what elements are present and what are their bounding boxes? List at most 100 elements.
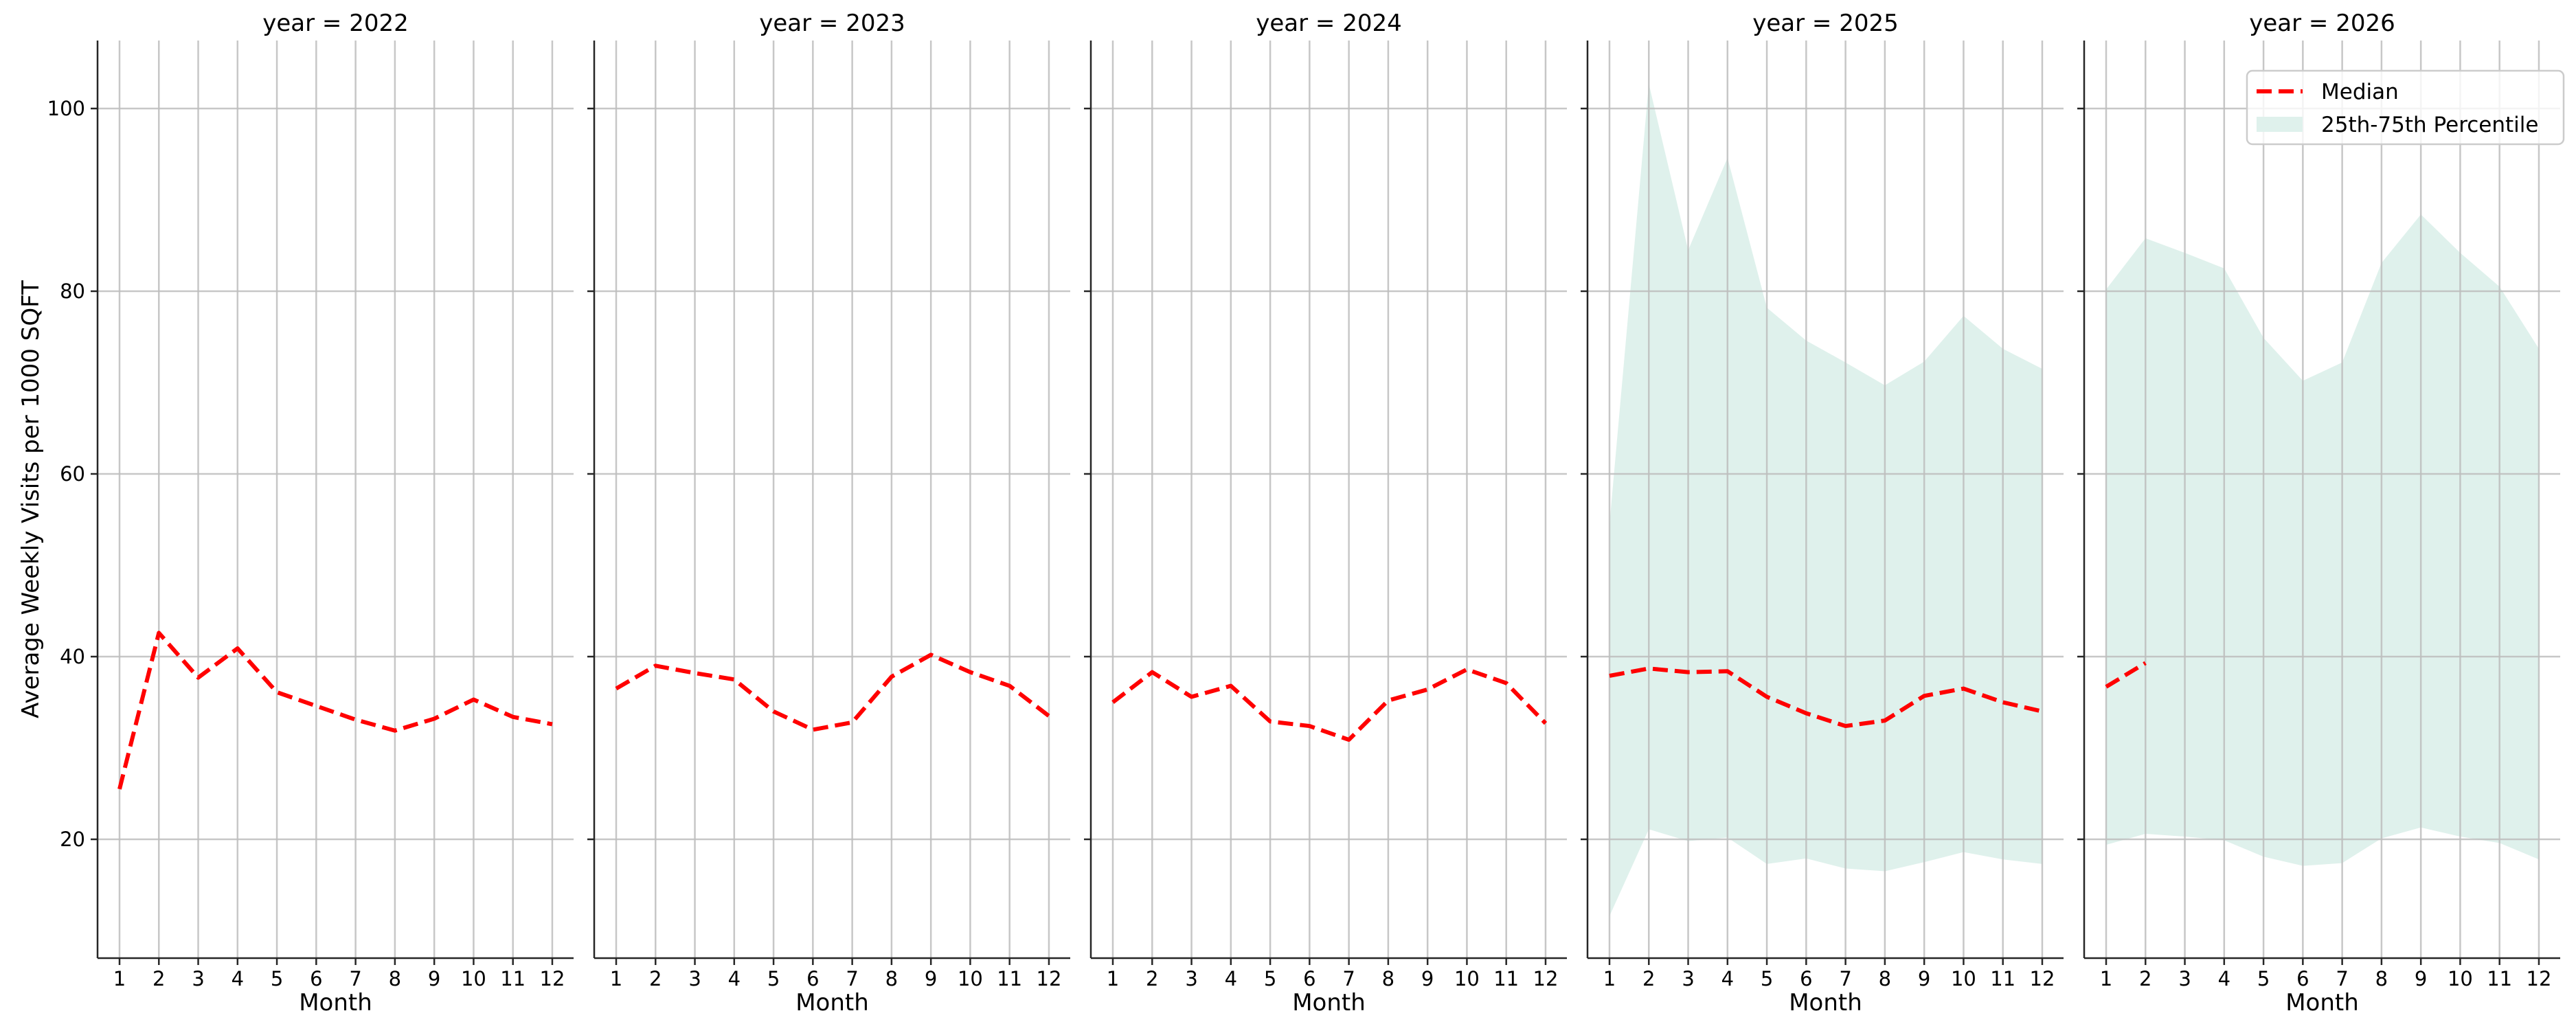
median-line	[2105, 661, 2147, 689]
legend-label: Median	[2321, 80, 2399, 104]
x-tick-label: 4	[2218, 967, 2230, 990]
x-tick-label: 8	[885, 967, 898, 990]
legend-item: 25th-75th Percentile	[2257, 113, 2538, 137]
x-tick-label: 1	[113, 967, 126, 990]
x-tick-label: 5	[767, 967, 780, 990]
x-tick-label: 9	[1918, 967, 1930, 990]
x-axis-label: Month	[795, 989, 869, 1017]
x-tick-label: 9	[925, 967, 937, 990]
x-tick-label: 11	[997, 967, 1022, 990]
legend-box	[2246, 69, 2565, 146]
x-tick-label: 4	[231, 967, 244, 990]
x-tick-label: 6	[310, 967, 322, 990]
y-axis-label: Average Weekly Visits per 1000 SQFT	[17, 280, 45, 718]
x-tick-label: 5	[1761, 967, 1773, 990]
x-tick-label: 6	[806, 967, 819, 990]
x-tick-label: 8	[389, 967, 401, 990]
x-axis-label: Month	[2285, 989, 2359, 1017]
x-tick-label: 7	[846, 967, 858, 990]
x-tick-label: 10	[958, 967, 983, 990]
x-tick-label: 8	[2375, 967, 2388, 990]
y-tick-label: 80	[60, 280, 85, 303]
x-tick-label: 8	[1382, 967, 1394, 990]
x-tick-label: 11	[2487, 967, 2512, 990]
x-tick-label: 9	[2415, 967, 2427, 990]
facet-title: year = 2022	[262, 10, 408, 37]
y-tick-label: 60	[60, 462, 85, 486]
x-tick-label: 7	[2336, 967, 2348, 990]
x-tick-label: 2	[1146, 967, 1158, 990]
y-tick-label: 40	[60, 645, 85, 668]
x-tick-label: 12	[1533, 967, 1559, 990]
x-tick-label: 10	[1951, 967, 1976, 990]
legend-item: Median	[2257, 80, 2399, 104]
x-tick-label: 5	[1264, 967, 1276, 990]
x-tick-label: 4	[1225, 967, 1237, 990]
x-axis-label: Month	[1789, 989, 1862, 1017]
x-tick-label: 8	[1879, 967, 1891, 990]
x-tick-label: 3	[1682, 967, 1694, 990]
x-tick-label: 6	[1800, 967, 1812, 990]
x-tick-label: 9	[1421, 967, 1434, 990]
facet-title: year = 2025	[1752, 10, 1898, 37]
x-tick-label: 3	[1185, 967, 1197, 990]
facet-title: year = 2026	[2249, 10, 2395, 37]
x-tick-label: 2	[2139, 967, 2151, 990]
x-tick-label: 7	[1342, 967, 1355, 990]
x-tick-label: 10	[2448, 967, 2473, 990]
legend-label: 25th-75th Percentile	[2321, 113, 2538, 137]
grid-lines	[2084, 41, 2560, 958]
legend: Median 25th-75th Percentile	[2246, 69, 2565, 146]
x-tick-label: 4	[728, 967, 741, 990]
x-tick-label: 12	[2527, 967, 2552, 990]
x-axis-label: Month	[1292, 989, 1366, 1017]
facet-title: year = 2024	[1256, 10, 1401, 37]
x-tick-label: 3	[688, 967, 701, 990]
x-tick-label: 2	[1642, 967, 1655, 990]
x-tick-label: 10	[1454, 967, 1480, 990]
x-tick-label: 1	[610, 967, 622, 990]
x-tick-label: 9	[428, 967, 440, 990]
grid-lines	[594, 41, 1070, 958]
x-tick-label: 12	[1037, 967, 1062, 990]
x-tick-label: 6	[1303, 967, 1315, 990]
percentile-band	[1609, 84, 2042, 916]
legend-band-swatch	[2257, 117, 2303, 132]
grid-lines	[1588, 41, 2064, 958]
x-tick-label: 10	[461, 967, 486, 990]
x-tick-label: 6	[2296, 967, 2309, 990]
x-tick-label: 7	[349, 967, 361, 990]
x-tick-label: 12	[540, 967, 565, 990]
median-line	[1111, 667, 1548, 742]
y-tick-label: 100	[47, 97, 85, 120]
median-line	[117, 631, 553, 790]
x-tick-label: 11	[1493, 967, 1519, 990]
x-tick-label: 3	[2178, 967, 2191, 990]
facet-title: year = 2023	[759, 10, 905, 37]
x-tick-label: 11	[500, 967, 526, 990]
x-tick-label: 1	[1107, 967, 1119, 990]
median-line	[1609, 666, 2043, 729]
x-tick-label: 12	[2030, 967, 2055, 990]
x-tick-label: 4	[1721, 967, 1734, 990]
x-tick-label: 5	[271, 967, 283, 990]
x-tick-label: 1	[2100, 967, 2112, 990]
x-tick-label: 1	[1603, 967, 1616, 990]
median-line	[615, 652, 1050, 732]
y-tick-label: 20	[60, 828, 85, 851]
x-tick-label: 11	[1990, 967, 2015, 990]
x-tick-label: 2	[649, 967, 662, 990]
grid-lines	[1091, 41, 1567, 958]
percentile-band	[2106, 214, 2539, 866]
x-tick-label: 2	[152, 967, 165, 990]
x-tick-label: 7	[1839, 967, 1851, 990]
x-axis-label: Month	[299, 989, 372, 1017]
x-tick-label: 3	[192, 967, 204, 990]
